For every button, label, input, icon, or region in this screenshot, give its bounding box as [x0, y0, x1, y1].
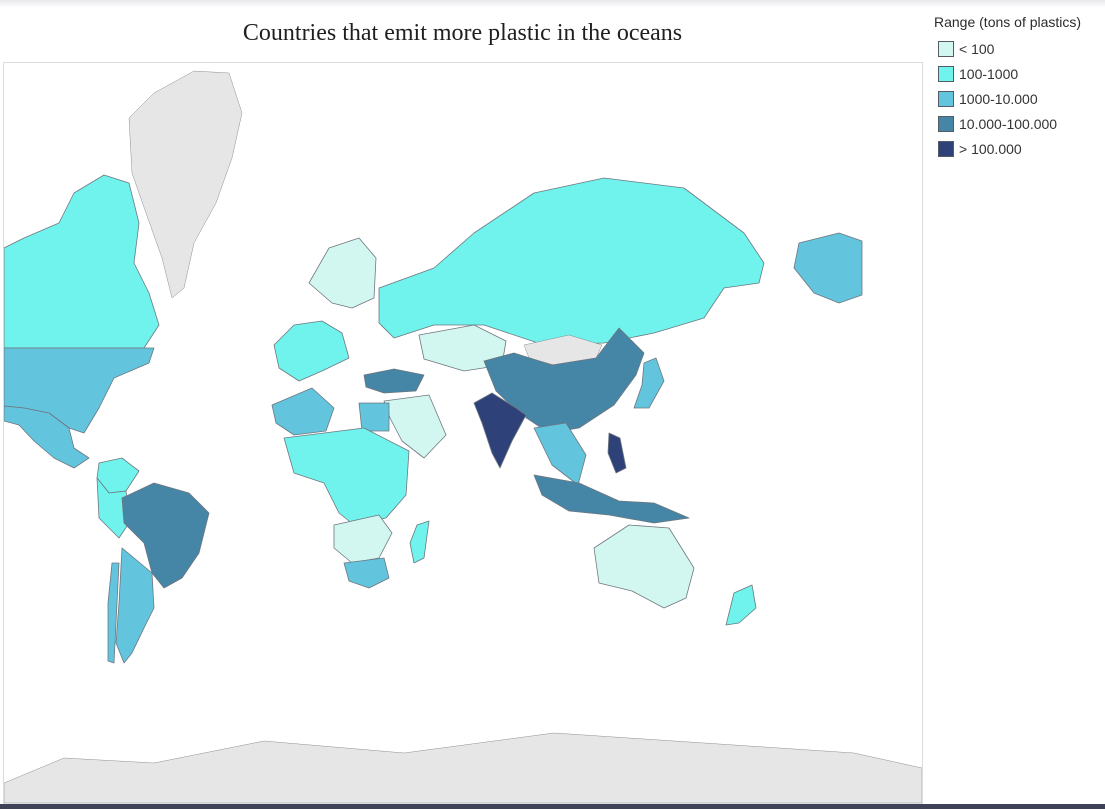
legend-item[interactable]: 10.000-100.000 — [934, 111, 1102, 136]
country-shape[interactable]: Central Africa — [283, 427, 410, 526]
country-shape[interactable]: Argentina — [115, 547, 155, 664]
country-shape[interactable]: Canada — [4, 174, 160, 349]
country-shape[interactable]: Philippines — [607, 432, 627, 474]
legend-swatch — [938, 90, 954, 107]
legend-item[interactable]: > 100.000 — [934, 136, 1102, 161]
legend-swatch — [938, 140, 954, 157]
legend-swatch — [938, 40, 954, 57]
country-shape[interactable]: Australia — [593, 524, 695, 609]
legend-label: 100-1000 — [959, 65, 1019, 82]
country-shape[interactable]: Russia — [378, 177, 765, 346]
country-shape[interactable]: Egypt — [358, 402, 390, 432]
legend: Range (tons of plastics) < 100 100-1000 … — [934, 14, 1102, 161]
country-shape[interactable]: New Zealand — [725, 584, 757, 626]
country-shape[interactable]: Western Europe — [273, 320, 350, 382]
country-shape[interactable]: Brazil — [121, 482, 210, 589]
country-shape[interactable]: Turkey — [363, 368, 425, 394]
country-shape[interactable]: India — [473, 392, 527, 469]
legend-label: 10.000-100.000 — [959, 115, 1058, 132]
country-shape[interactable]: Chile — [107, 562, 120, 664]
legend-swatch — [938, 65, 954, 82]
country-shape[interactable]: Northern Europe — [308, 237, 377, 309]
country-shape[interactable]: Southern Africa — [333, 514, 393, 564]
world-map-svg[interactable]: CanadaGreenlandUnited StatesAlaskaMexico… — [4, 63, 922, 803]
bottom-edge — [0, 804, 1105, 809]
legend-label: < 100 — [959, 40, 995, 57]
country-shape[interactable]: Alaska — [793, 232, 863, 304]
map-view[interactable]: CanadaGreenlandUnited StatesAlaskaMexico… — [3, 62, 923, 804]
legend-item[interactable]: 1000-10.000 — [934, 86, 1102, 111]
country-shape[interactable]: Southeast Asia — [533, 422, 587, 486]
legend-item[interactable]: < 100 — [934, 36, 1102, 61]
legend-swatch — [938, 115, 954, 132]
country-shape[interactable]: Arabian Peninsula — [383, 394, 447, 459]
country-shape[interactable]: Greenland — [128, 70, 243, 299]
legend-title: Range (tons of plastics) — [934, 14, 1082, 30]
legend-label: > 100.000 — [959, 140, 1022, 157]
country-shape[interactable]: Japan — [633, 357, 665, 409]
map-title: Countries that emit more plastic in the … — [242, 20, 683, 46]
legend-item[interactable]: 100-1000 — [934, 61, 1102, 86]
country-shape[interactable]: Antarctica — [4, 732, 922, 803]
top-edge — [0, 0, 1105, 8]
country-shape[interactable]: Madagascar — [409, 520, 430, 564]
country-shape[interactable]: South Africa — [343, 557, 390, 589]
legend-label: 1000-10.000 — [959, 90, 1038, 107]
country-shape[interactable]: Mexico — [4, 405, 90, 469]
country-shape[interactable]: Algeria — [271, 387, 335, 436]
country-shape[interactable]: Indonesia — [533, 474, 690, 524]
